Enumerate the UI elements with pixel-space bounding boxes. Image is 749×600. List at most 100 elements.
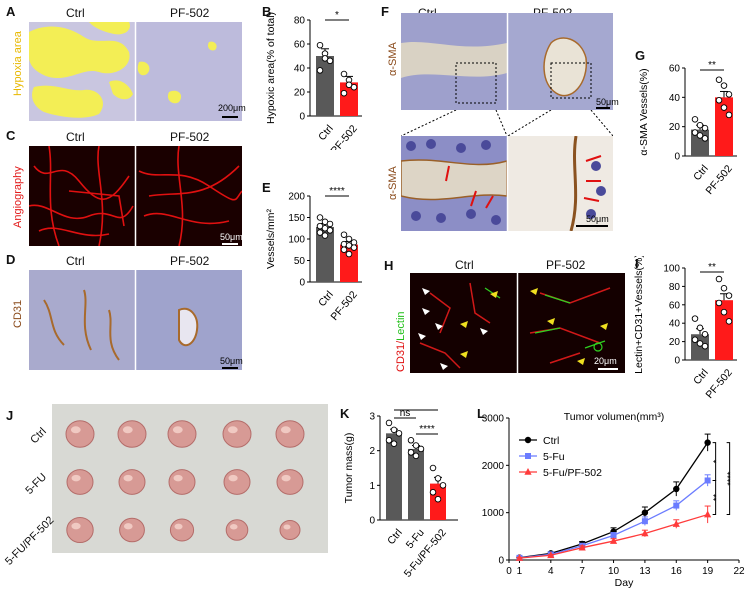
sig-label: ****: [419, 424, 435, 435]
sig-label: ns: [400, 408, 411, 419]
data-point: [350, 83, 358, 91]
data-point: [691, 129, 699, 136]
tumor: [117, 420, 147, 448]
panel-a-scale-bar: [222, 116, 238, 118]
panel-h-treat-label: PF-502: [546, 258, 586, 272]
panel-c-ylabel: Angiography: [12, 166, 24, 228]
data-point: [316, 214, 324, 221]
data-point: [439, 482, 447, 489]
bar-1: [408, 448, 424, 520]
data-point: [673, 485, 680, 493]
panel-d-scale-text: 50μm: [220, 356, 243, 366]
y-tick-label: 20: [294, 88, 306, 99]
y-tick-label: 20: [669, 122, 681, 133]
y-tick-label: 150: [288, 213, 305, 224]
data-point: [578, 543, 586, 551]
x-tick-label: Ctrl: [691, 163, 711, 183]
y-tick-label: 50: [294, 256, 306, 267]
legend-marker: [525, 453, 531, 459]
data-point: [340, 70, 348, 78]
data-point: [395, 430, 403, 437]
tumor-highlight: [172, 426, 183, 434]
data-point: [715, 275, 723, 283]
bar-0: [386, 433, 402, 520]
data-point: [390, 426, 398, 434]
data-point: [390, 440, 398, 447]
panel-l-letter: L: [477, 406, 485, 421]
panel-h-ylabel-lectin: Lectin: [395, 311, 407, 341]
panel-h-scale-text: 20μm: [594, 356, 617, 366]
y-tick-label: 1: [369, 481, 375, 492]
data-point: [701, 124, 709, 132]
data-point: [641, 518, 648, 525]
data-point: [720, 82, 728, 89]
panel-a-treat-label: PF-502: [170, 6, 210, 20]
y-tick-label: 1000: [482, 508, 505, 519]
panel-c-ctrl-label: Ctrl: [66, 130, 85, 144]
tumor-highlight: [228, 474, 238, 482]
data-point: [429, 489, 437, 496]
data-point: [720, 284, 728, 292]
tumor: [279, 520, 301, 540]
panel-d-ctrl-label: Ctrl: [66, 254, 85, 268]
cd31-lectin-image: [410, 273, 625, 373]
tumor: [222, 420, 252, 448]
panel-c-scale-text: 50μm: [220, 232, 243, 242]
y-axis-label: α-SMA Vessels(%): [638, 68, 650, 155]
data-point: [321, 232, 329, 239]
panel-j-letter: J: [6, 408, 14, 423]
sig-label: *: [712, 459, 722, 463]
y-tick-label: 3000: [482, 414, 505, 425]
bar-0: [316, 56, 334, 116]
data-point: [691, 315, 699, 322]
tumor: [168, 469, 196, 495]
data-point: [715, 97, 723, 104]
x-tick-label: 19: [702, 566, 714, 577]
panel-f-letter: F: [381, 4, 389, 19]
x-tick-label: Ctrl: [385, 527, 405, 547]
tumor: [65, 420, 95, 448]
tumor: [66, 469, 94, 495]
y-tick-label: 60: [294, 40, 306, 51]
tumor: [225, 519, 249, 541]
y-tick-label: 100: [288, 235, 305, 246]
legend-marker: [524, 436, 532, 444]
data-point: [725, 292, 733, 299]
y-tick-label: 40: [294, 64, 306, 75]
data-point: [701, 342, 709, 350]
data-point: [704, 477, 711, 484]
data-point: [345, 250, 353, 258]
y-axis-label: Vessels/mm²: [265, 208, 277, 269]
x-tick-label: 0: [506, 566, 512, 577]
data-point: [641, 529, 649, 537]
y-tick-label: 200: [288, 192, 305, 203]
panel-h-ylabel-cd31: CD31/: [395, 340, 407, 372]
chart-i: 0 20 40 60 80 100 Lectin+CD31+Vessels(%) CtrlPF…: [633, 256, 737, 401]
data-point: [316, 41, 324, 49]
y-axis-label: Tumor mass(g): [343, 433, 355, 504]
y-tick-label: 60: [669, 64, 681, 75]
data-point: [326, 57, 334, 65]
panel-h-ctrl-label: Ctrl: [455, 258, 474, 272]
data-point: [316, 229, 324, 236]
x-tick-label: 13: [639, 566, 651, 577]
tumor-highlight: [123, 523, 133, 530]
x-tick-label: 10: [608, 566, 620, 577]
tumor: [223, 469, 251, 495]
x-tick-label: 4: [548, 566, 554, 577]
row-5fu-label: 5-FU: [23, 471, 50, 497]
panel-b-letter: B: [262, 4, 272, 19]
panel-h-ylabel: CD31/Lectin: [395, 311, 407, 372]
data-point: [350, 244, 358, 251]
y-axis-label: Hypoxic area(% of total): [265, 12, 277, 124]
panel-c-treat-label: PF-502: [170, 130, 210, 144]
angiography-image: [29, 146, 242, 246]
x-tick-label: PF-502: [328, 289, 359, 323]
panel-a-ylabel: Hypoxia area: [12, 31, 24, 96]
panel-f-scale-bar-2: [576, 225, 608, 227]
legend-label: Ctrl: [543, 435, 559, 447]
data-point: [701, 330, 709, 338]
data-point: [641, 509, 649, 516]
x-tick-label: PF-502: [703, 367, 734, 401]
data-point: [609, 537, 618, 544]
